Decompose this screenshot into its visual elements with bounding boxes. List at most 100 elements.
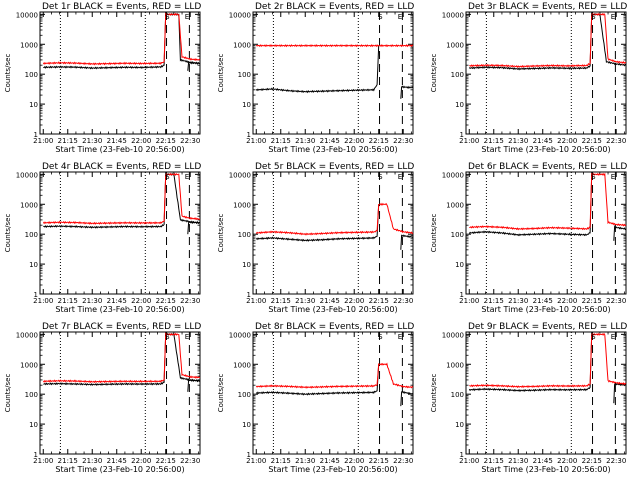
x-tick-label: 22:00 (131, 457, 151, 465)
x-tick-label: 21:15 (58, 137, 78, 145)
y-tick-label: 1 (34, 131, 38, 139)
y-tick-label: 1000 (233, 361, 251, 369)
y-axis-label: Counts/sec (430, 54, 438, 93)
start-marker-label: S (378, 173, 383, 181)
start-marker-label: S (378, 333, 383, 341)
panel-title: Det 9r BLACK = Events, RED = LLD (468, 322, 627, 332)
y-tick-label: 1000 (20, 41, 38, 49)
x-tick-label: 22:15 (156, 457, 176, 465)
x-tick-label: 22:00 (557, 297, 577, 305)
x-tick-label: 22:15 (582, 137, 602, 145)
x-axis-label: Start Time (23-Feb-10 20:56:00) (268, 465, 397, 474)
x-tick-label: 21:00 (459, 457, 479, 465)
detector-panel-7: Det 7r BLACK = Events, RED = LLD 1 10 100 10… (4, 322, 201, 474)
y-tick-label: 10 (455, 421, 464, 429)
start-marker-label: S (165, 13, 170, 21)
x-axis-label: Start Time (23-Feb-10 20:56:00) (55, 145, 184, 154)
y-tick-label: 1000 (446, 41, 464, 49)
x-tick-label: 21:30 (508, 137, 528, 145)
y-tick-label: 100 (451, 71, 464, 79)
events-series-line (468, 334, 593, 393)
events-series-line (400, 390, 414, 407)
start-marker-label: S (591, 13, 596, 21)
y-tick-label: 10000 (229, 331, 251, 339)
detector-panel-9: Det 9r BLACK = Events, RED = LLD 1 10 100 10… (430, 322, 627, 474)
events-series-line (187, 220, 201, 235)
x-tick-label: 21:15 (271, 297, 291, 305)
x-axis-label: Start Time (23-Feb-10 20:56:00) (268, 145, 397, 154)
y-axis-label: Counts/sec (4, 374, 12, 413)
lld-series-line (42, 12, 201, 66)
lld-series-line (255, 44, 414, 48)
x-tick-label: 21:15 (271, 457, 291, 465)
panel-title: Det 6r BLACK = Events, RED = LLD (468, 162, 627, 172)
events-series-line (187, 378, 201, 392)
plot-frame (465, 331, 627, 455)
x-tick-label: 22:30 (393, 297, 413, 305)
panel-title: Det 5r BLACK = Events, RED = LLD (255, 162, 414, 172)
events-series-line (255, 204, 380, 242)
lld-series-line (42, 332, 201, 384)
x-tick-label: 21:00 (33, 457, 53, 465)
y-tick-label: 10 (242, 421, 251, 429)
end-marker-label: E (185, 13, 189, 21)
end-marker-label: E (611, 13, 615, 21)
x-tick-label: 22:30 (180, 137, 200, 145)
lld-series-line (255, 362, 414, 389)
y-tick-label: 1 (460, 451, 464, 459)
x-tick-label: 21:30 (295, 457, 315, 465)
x-tick-label: 21:00 (459, 137, 479, 145)
events-series-line (468, 12, 627, 71)
y-tick-label: 10 (455, 101, 464, 109)
x-tick-label: 21:45 (533, 297, 553, 305)
x-tick-label: 22:00 (557, 457, 577, 465)
lld-series-line (255, 202, 414, 236)
x-tick-label: 21:45 (533, 457, 553, 465)
x-axis-label: Start Time (23-Feb-10 20:56:00) (481, 465, 610, 474)
y-tick-label: 1000 (446, 201, 464, 209)
x-tick-label: 22:00 (344, 457, 364, 465)
y-axis-label: Counts/sec (430, 374, 438, 413)
y-tick-label: 1 (247, 451, 251, 459)
x-tick-label: 22:15 (582, 457, 602, 465)
x-tick-label: 22:30 (393, 457, 413, 465)
plot-frame (252, 11, 414, 135)
y-tick-label: 100 (238, 71, 251, 79)
y-axis-label: Counts/sec (217, 374, 225, 413)
events-series-line (187, 61, 201, 71)
x-tick-label: 22:30 (606, 297, 626, 305)
events-series-line (613, 382, 627, 404)
y-tick-label: 100 (238, 391, 251, 399)
x-tick-label: 21:00 (33, 297, 53, 305)
y-tick-label: 100 (238, 231, 251, 239)
y-axis-label: Counts/sec (430, 214, 438, 253)
detector-panel-8: Det 8r BLACK = Events, RED = LLD 1 10 100 10… (217, 322, 414, 474)
detector-panel-2: Det 2r BLACK = Events, RED = LLD 1 10 100 10… (217, 2, 414, 154)
y-tick-label: 10000 (16, 11, 38, 19)
start-marker-label: S (165, 333, 170, 341)
y-axis-label: Counts/sec (217, 214, 225, 253)
y-tick-label: 100 (25, 231, 38, 239)
x-tick-label: 22:30 (606, 137, 626, 145)
y-tick-label: 10 (242, 261, 251, 269)
x-tick-label: 21:15 (484, 137, 504, 145)
y-tick-label: 100 (451, 231, 464, 239)
x-tick-label: 22:30 (180, 297, 200, 305)
y-tick-label: 100 (25, 391, 38, 399)
end-marker-label: E (185, 173, 189, 181)
y-tick-label: 1000 (233, 41, 251, 49)
x-tick-label: 22:15 (369, 297, 389, 305)
x-axis-label: Start Time (23-Feb-10 20:56:00) (481, 145, 610, 154)
end-marker-label: E (398, 13, 402, 21)
start-marker-label: S (378, 13, 383, 21)
x-tick-label: 21:00 (459, 297, 479, 305)
events-series-line (43, 12, 201, 70)
y-tick-label: 10 (29, 421, 38, 429)
events-series-line (400, 234, 414, 250)
events-series-line (43, 172, 201, 229)
y-tick-label: 1 (247, 291, 251, 299)
detector-panel-4: Det 4r BLACK = Events, RED = LLD 1 10 100 10… (4, 162, 201, 314)
lld-series-line (469, 332, 627, 389)
x-tick-label: 22:00 (344, 137, 364, 145)
x-axis-label: Start Time (23-Feb-10 20:56:00) (481, 305, 610, 314)
